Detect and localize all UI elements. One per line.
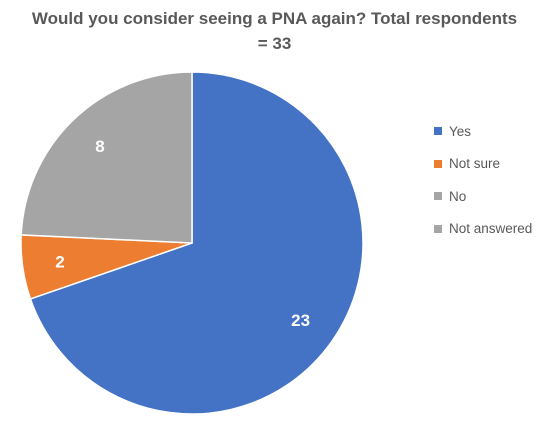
pie-slice-not-answered [20, 71, 193, 244]
legend-swatch-not-answered [434, 224, 442, 233]
legend-item-no: No [434, 187, 546, 205]
data-label-not-answered: 8 [95, 137, 104, 156]
legend-swatch-no [434, 192, 442, 201]
chart-title-line-2: = 33 [257, 34, 292, 53]
legend-label-not-answered: Not answered [449, 221, 533, 237]
data-label-yes: 23 [291, 311, 310, 330]
legend-label-not-sure: Not sure [449, 156, 501, 172]
legend-item-not-answered: Not answered [434, 220, 546, 238]
legend-item-not-sure: Not sure [434, 155, 546, 173]
legend-label-no: No [449, 188, 467, 204]
legend-swatch-yes [434, 127, 442, 135]
legend-swatch-not-sure [434, 159, 442, 168]
chart-legend: Yes Not sure No Not answered [434, 122, 546, 252]
chart-title: Would you consider seeing a PNA again? T… [0, 6, 549, 56]
data-label-not-sure: 2 [55, 252, 64, 271]
chart-title-line-1: Would you consider seeing a PNA again? T… [31, 9, 518, 28]
legend-item-yes: Yes [434, 122, 546, 140]
pie-slice-yes [29, 71, 364, 415]
legend-label-yes: Yes [449, 123, 472, 139]
